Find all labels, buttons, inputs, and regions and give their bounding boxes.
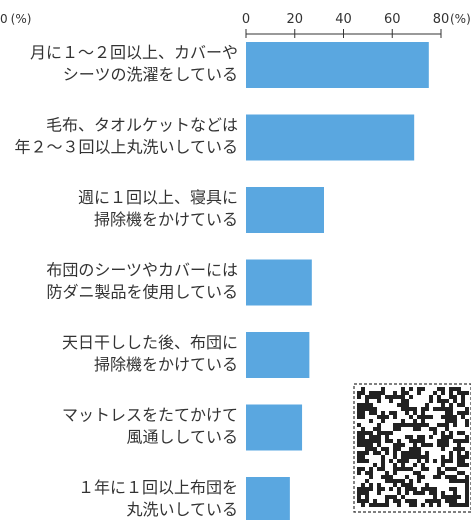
category-label: 掃除機をかけている [94, 210, 238, 229]
x-axis: 0 20 40 60 80 (%) [242, 12, 471, 38]
left-unit-label: 0 (%) [0, 12, 31, 26]
x-tick-label: 60 [384, 12, 401, 27]
category-label: 毛布、タオルケットなどは [46, 116, 238, 135]
category-label: 風通ししている [126, 428, 238, 447]
bar [246, 332, 310, 378]
x-tick-label: 40 [335, 12, 352, 27]
bar [246, 477, 290, 520]
category-label: 年２～３回以上丸洗いしている [14, 138, 238, 157]
bar [246, 114, 415, 161]
category-label: 週に１回以上、寝具に [78, 188, 238, 207]
category-label: 丸洗いしている [126, 500, 238, 519]
bar [246, 42, 429, 88]
category-label: マットレスをたてかけて [62, 406, 238, 425]
category-label: 布団のシーツやカバーには [46, 261, 238, 280]
category-label: 天日干しした後、布団に [62, 333, 238, 352]
x-tick-label: 0 [242, 12, 250, 27]
category-label: 月に１～２回以上、カバーや [30, 43, 238, 62]
x-unit-label: (%) [450, 12, 471, 26]
bar [246, 187, 324, 233]
category-label: １年に１回以上布団を [78, 478, 238, 497]
x-tick-label: 20 [286, 12, 303, 27]
bars-group [246, 42, 429, 520]
qr-code [353, 383, 471, 513]
category-label: 防ダニ製品を使用している [46, 283, 238, 302]
bar [246, 259, 312, 306]
bar [246, 404, 303, 451]
category-label: 掃除機をかけている [94, 355, 238, 374]
x-tick-label: 80 [433, 12, 450, 27]
category-label: シーツの洗濯をしている [63, 65, 238, 84]
category-labels: 月に１～２回以上、カバーやシーツの洗濯をしている毛布、タオルケットなどは年２～３… [14, 43, 238, 519]
